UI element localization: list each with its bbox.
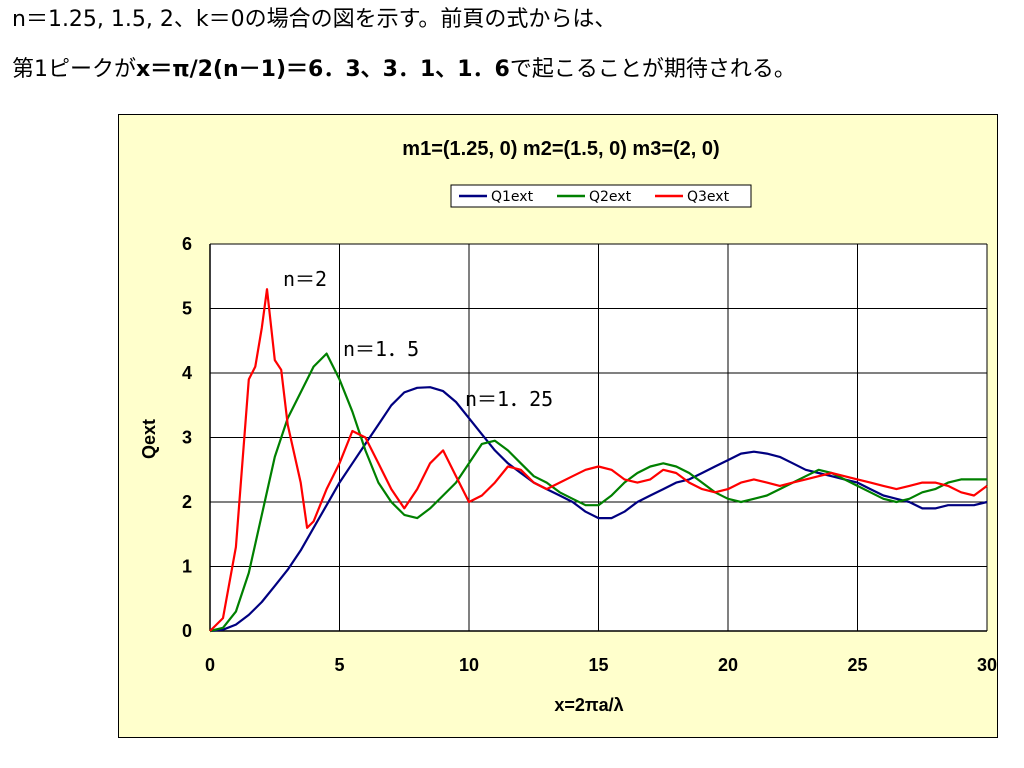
series-line-q2ext [209,352,987,633]
legend: Q1ext Q2ext Q3ext [450,184,752,208]
y-tick-label: 2 [182,492,192,512]
legend-label-q3ext: Q3ext [687,189,730,205]
axis-ticks: 0 5 10 15 20 25 30 0 1 2 3 4 5 6 [182,234,997,675]
legend-label-q1ext: Q1ext [491,189,534,205]
series-lines [209,288,988,633]
chart-title: m1=(1.25, 0) m2=(1.5, 0) m3=(2, 0) [402,138,719,160]
x-tick-label: 10 [459,655,479,675]
y-tick-label: 6 [182,234,192,254]
x-tick-label: 15 [588,655,608,675]
legend-box [450,184,752,208]
x-tick-label: 5 [334,655,344,675]
grid [209,243,988,632]
chart-frame: m1=(1.25, 0) m2=(1.5, 0) m3=(2, 0) Q1ext… [118,114,998,738]
series-line-q1ext [209,386,988,633]
y-axis-label: Qext [139,419,159,459]
intro-line-2: 第1ピークがx＝π/2(n－1)＝6．3、3．1、1．6で起こることが期待される… [12,56,1012,84]
annotations: n＝2 n＝1．5 n＝1．25 [283,267,553,411]
x-tick-label: 30 [977,655,997,675]
x-tick-label: 0 [205,655,215,675]
intro-line-2-prefix: 第1ピークが [12,57,136,82]
intro-line-1: n＝1.25, 1.5, 2、k＝0の場合の図を示す。前頁の式からは、 [12,7,617,32]
y-tick-label: 5 [182,299,192,319]
x-tick-label: 20 [718,655,738,675]
series-line-q3ext [209,288,988,632]
y-tick-label: 4 [182,363,192,383]
y-tick-label: 0 [182,621,192,641]
x-tick-label: 25 [847,655,867,675]
annotation-label: n＝2 [283,267,327,291]
annotation-label: n＝1．5 [343,337,419,361]
intro-formula: x＝π/2(n－1)＝6．3、3．1、1．6 [136,57,510,82]
intro-line-2-suffix: で起こることが期待される。 [509,57,796,82]
y-tick-label: 1 [182,557,192,577]
annotation-label: n＝1．25 [465,387,553,411]
chart-svg: m1=(1.25, 0) m2=(1.5, 0) m3=(2, 0) Q1ext… [139,138,997,715]
y-tick-label: 3 [182,428,192,448]
x-axis-label: x=2πa/λ [554,695,623,715]
legend-label-q2ext: Q2ext [589,189,632,205]
